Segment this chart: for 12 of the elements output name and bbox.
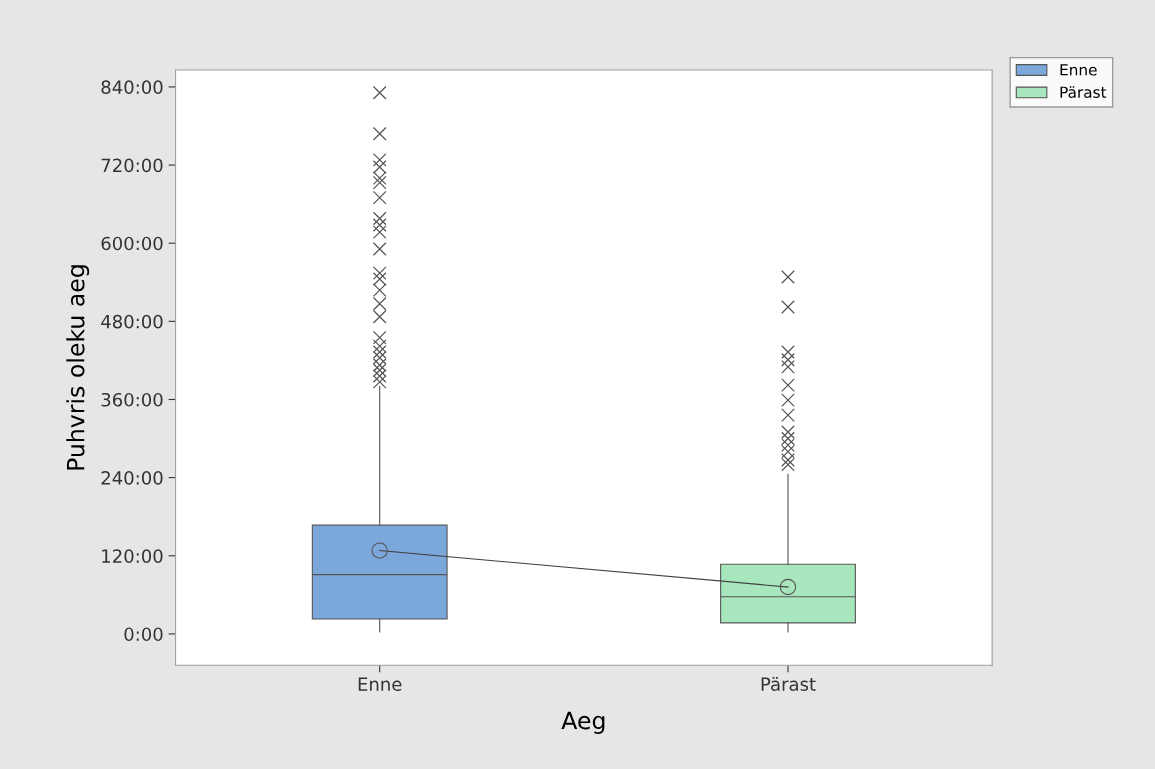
y-tick-label: 240:00 <box>101 471 163 485</box>
x-axis-title: Aeg <box>561 711 605 734</box>
legend-label: Pärast <box>1060 86 1107 98</box>
y-tick-label: 0:00 <box>124 627 163 642</box>
y-tick-label: 600:00 <box>101 236 163 251</box>
y-tick-label: 840:00 <box>101 80 163 95</box>
y-tick-label: 480:00 <box>101 314 163 329</box>
y-tick-label: 360:00 <box>101 392 163 407</box>
y-tick-label: 120:00 <box>102 549 163 563</box>
y-axis-title: Puhvris oleku aeg <box>66 265 90 470</box>
legend-label: Enne <box>1060 64 1097 76</box>
y-tick-label: 720:00 <box>101 158 163 173</box>
